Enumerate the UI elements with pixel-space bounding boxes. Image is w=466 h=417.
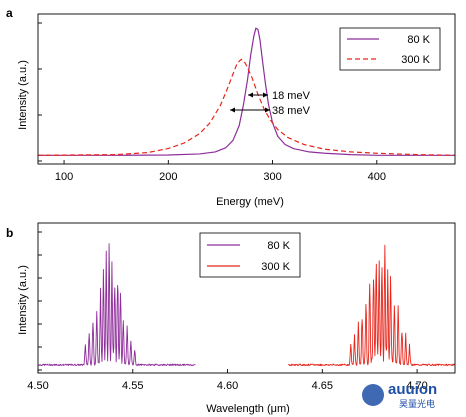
series-line-300k-b bbox=[287, 244, 456, 367]
legend-box-a bbox=[339, 27, 441, 71]
x-axis-title-b: Wavelength (μm) bbox=[206, 403, 290, 415]
legend-a: 80 K 300 K bbox=[339, 27, 441, 71]
x-tick-label-a-3: 400 bbox=[368, 171, 386, 183]
fwhm-label-80k: 18 meV bbox=[272, 90, 311, 102]
panel-a: a Intensity (a.u.) Energy (meV) 100 200 30… bbox=[6, 6, 456, 208]
x-tick-label-b-4: 4.70 bbox=[406, 380, 427, 392]
series-group-a bbox=[37, 27, 456, 156]
x-tick-label-a-1: 200 bbox=[159, 171, 177, 183]
legend-label-300k-b: 300 K bbox=[261, 261, 290, 273]
ticks-b: 4.50 4.55 4.60 4.65 4.70 bbox=[27, 231, 428, 392]
ticks-a: 100 200 300 400 bbox=[38, 22, 386, 183]
arrowhead-right-80k bbox=[263, 92, 268, 98]
arrowhead-left-80k bbox=[248, 92, 253, 98]
watermark: auuion 昊量光电 bbox=[362, 381, 437, 409]
arrowhead-left-300k bbox=[230, 107, 235, 113]
legend-b: 80 K 300 K bbox=[199, 232, 301, 278]
plot-frame-b bbox=[37, 222, 456, 374]
plot-frame-a bbox=[37, 13, 456, 165]
x-axis-title-a: Energy (meV) bbox=[216, 196, 284, 208]
arrowhead-right-300k bbox=[265, 107, 270, 113]
legend-box-b bbox=[199, 232, 301, 278]
x-tick-label-a-0: 100 bbox=[55, 171, 73, 183]
legend-label-80k-b: 80 K bbox=[267, 240, 290, 252]
x-tick-label-b-3: 4.65 bbox=[312, 380, 333, 392]
panel-label-a: a bbox=[6, 6, 13, 20]
legend-label-80k-a: 80 K bbox=[407, 34, 430, 46]
series-group-b bbox=[37, 243, 456, 367]
x-tick-label-a-2: 300 bbox=[263, 171, 281, 183]
series-line-300k-a bbox=[37, 58, 456, 156]
watermark-subtitle: 昊量光电 bbox=[399, 398, 435, 409]
annotations-a: 18 meV 38 meV bbox=[230, 90, 311, 117]
x-tick-label-b-0: 4.50 bbox=[27, 380, 48, 392]
watermark-brand: auuion bbox=[388, 381, 437, 398]
x-tick-label-b-2: 4.60 bbox=[217, 380, 238, 392]
y-axis-title-b: Intensity (a.u.) bbox=[17, 265, 29, 335]
fwhm-label-300k: 38 meV bbox=[272, 105, 311, 117]
y-axis-title-a: Intensity (a.u.) bbox=[17, 60, 29, 130]
series-line-80k-b bbox=[37, 243, 196, 367]
panel-b: b Intensity (a.u.) Wavelength (μm) 4.50 4… bbox=[6, 222, 456, 415]
watermark-logo-mark bbox=[362, 384, 384, 406]
panel-label-b: b bbox=[6, 226, 13, 240]
legend-label-300k-a: 300 K bbox=[401, 54, 430, 66]
x-tick-label-b-1: 4.55 bbox=[122, 380, 143, 392]
series-line-80k-a bbox=[38, 27, 455, 156]
